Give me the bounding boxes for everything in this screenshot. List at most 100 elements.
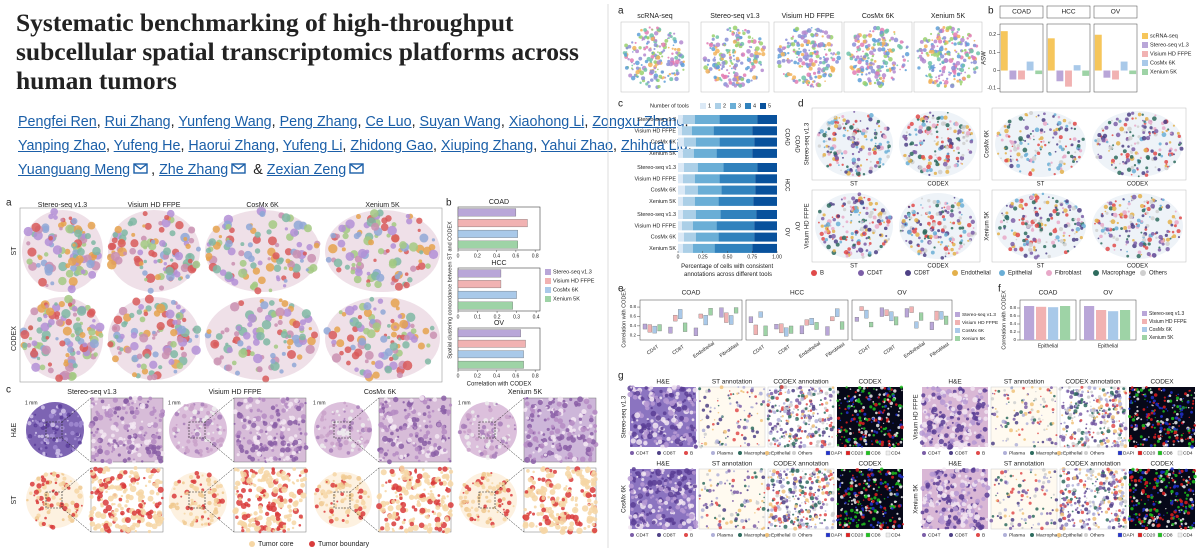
cell-dot bbox=[1003, 147, 1006, 150]
cell-dot bbox=[425, 263, 431, 269]
author-name[interactable]: Zexian Zeng bbox=[266, 162, 347, 178]
cell-dot bbox=[270, 361, 280, 371]
bar-segment bbox=[713, 126, 753, 136]
author-name[interactable]: Yunfeng Wang bbox=[178, 114, 272, 130]
cell-dot bbox=[158, 418, 162, 423]
cell-dot bbox=[99, 527, 105, 533]
cell-dot bbox=[281, 486, 288, 493]
cell-dot bbox=[304, 442, 307, 445]
cell-dot bbox=[796, 50, 801, 56]
author-name[interactable]: Zhihua Liu bbox=[620, 138, 688, 154]
author-name[interactable]: Rui Zhang bbox=[104, 114, 171, 130]
cell-dot bbox=[123, 398, 129, 404]
cell-dot bbox=[818, 42, 824, 47]
cell-dot bbox=[416, 500, 420, 504]
author-name[interactable]: Peng Zhang bbox=[279, 114, 358, 130]
cell-dot bbox=[580, 426, 587, 433]
cell-dot bbox=[61, 309, 71, 319]
cell-dot bbox=[74, 335, 81, 342]
cell-dot bbox=[336, 267, 342, 273]
mail-icon[interactable] bbox=[231, 163, 246, 174]
cell-dot bbox=[298, 427, 302, 431]
cell-dot bbox=[51, 426, 56, 431]
mail-icon[interactable] bbox=[133, 163, 148, 174]
cell-dot bbox=[108, 443, 112, 447]
cell-dot bbox=[155, 431, 159, 435]
cell-dot bbox=[1072, 121, 1077, 126]
mail-icon[interactable] bbox=[349, 163, 364, 174]
author-name[interactable]: Yanping Zhao bbox=[18, 138, 106, 154]
author-name[interactable]: Xiaohong Li bbox=[508, 114, 585, 130]
author-name[interactable]: Yahui Zhao bbox=[540, 138, 613, 154]
cell-dot bbox=[440, 471, 444, 474]
cell-dot bbox=[334, 484, 338, 488]
cell-dot bbox=[840, 169, 842, 172]
cell-dot bbox=[905, 45, 909, 49]
author-name[interactable]: Pengfei Ren bbox=[18, 114, 97, 130]
cell-dot bbox=[909, 133, 912, 136]
cell-dot bbox=[380, 309, 386, 315]
cell-dot bbox=[334, 326, 341, 333]
cell-dot bbox=[52, 431, 55, 434]
cell-dot bbox=[1052, 136, 1055, 139]
scale-bar: 1 mm bbox=[168, 400, 181, 406]
author-name[interactable]: Zhidong Gao bbox=[350, 138, 434, 154]
cell-dot bbox=[194, 470, 200, 476]
column-label: Visium HD FFPE bbox=[209, 389, 262, 396]
cell-dot bbox=[1148, 134, 1151, 137]
cell-dot bbox=[714, 76, 717, 79]
bar-segment bbox=[678, 163, 684, 172]
cell-dot bbox=[422, 468, 425, 471]
cell-dot bbox=[105, 490, 108, 494]
cell-dot bbox=[926, 126, 931, 131]
author-name[interactable]: Yufeng He bbox=[113, 138, 181, 154]
cell-dot bbox=[204, 415, 209, 420]
cell-dot bbox=[554, 428, 561, 434]
author-name[interactable]: Zongxu Zhang bbox=[592, 114, 685, 130]
cell-dot bbox=[387, 479, 392, 484]
cell-dot bbox=[803, 34, 807, 38]
cell-dot bbox=[867, 43, 871, 48]
cell-dot bbox=[732, 48, 736, 52]
cell-dot bbox=[270, 405, 276, 411]
cell-dot bbox=[284, 227, 288, 231]
cell-dot bbox=[50, 281, 55, 286]
cell-dot bbox=[951, 65, 956, 71]
cell-dot bbox=[159, 239, 166, 247]
cell-dot bbox=[414, 446, 420, 452]
cell-dot bbox=[447, 437, 450, 440]
cell-dot bbox=[846, 165, 849, 168]
cell-dot bbox=[746, 49, 751, 54]
cell-dot bbox=[778, 45, 782, 49]
cell-dot bbox=[818, 70, 820, 73]
cell-dot bbox=[58, 253, 63, 258]
cell-dot bbox=[758, 52, 762, 56]
author-name[interactable]: Yufeng Li bbox=[282, 138, 343, 154]
cell-dot bbox=[130, 239, 139, 248]
cell-dot bbox=[357, 491, 360, 494]
cell-dot bbox=[466, 512, 472, 518]
cell-dot bbox=[47, 367, 54, 374]
author-name[interactable]: Zhe Zhang bbox=[159, 162, 229, 178]
author-name[interactable]: Haorui Zhang bbox=[188, 138, 276, 154]
cell-dot bbox=[754, 46, 760, 51]
cell-dot bbox=[961, 36, 965, 39]
cell-dot bbox=[392, 483, 399, 490]
cell-dot bbox=[204, 420, 211, 427]
cell-dot bbox=[120, 506, 124, 511]
cell-dot bbox=[351, 351, 360, 360]
author-name[interactable]: Xiuping Zhang bbox=[441, 138, 534, 154]
cell-dot bbox=[399, 454, 404, 460]
author-name[interactable]: Ce Luo bbox=[365, 114, 412, 130]
author-name[interactable]: Suyan Wang bbox=[419, 114, 501, 130]
cell-dot bbox=[245, 223, 253, 231]
cell-dot bbox=[281, 399, 286, 404]
cell-dot bbox=[265, 432, 268, 435]
author-name[interactable]: Yuanguang Meng bbox=[18, 162, 131, 178]
cell-dot bbox=[668, 34, 672, 37]
bar-segment bbox=[752, 126, 777, 136]
cell-dot bbox=[26, 241, 31, 246]
cell-dot bbox=[529, 413, 535, 418]
cell-dot bbox=[286, 443, 291, 447]
cell-dot bbox=[22, 342, 28, 348]
